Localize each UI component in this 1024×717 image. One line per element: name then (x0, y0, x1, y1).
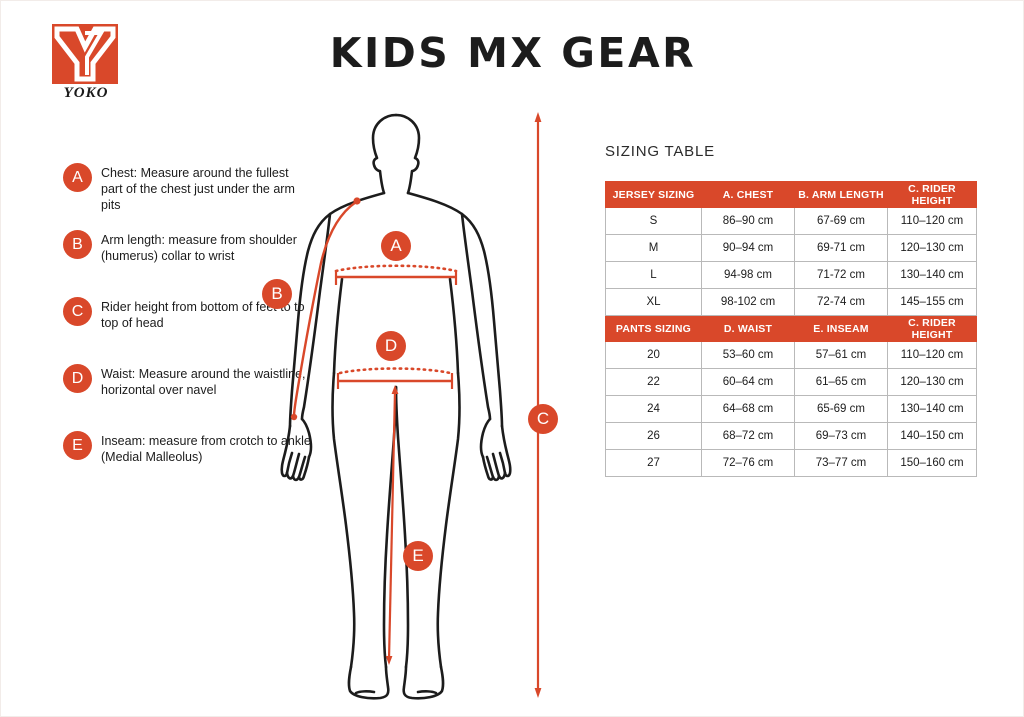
cell: 73–77 cm (794, 449, 888, 477)
cell: 98-102 cm (701, 288, 795, 316)
cell: 130–140 cm (887, 395, 977, 423)
human-silhouette (280, 113, 512, 700)
legend-badge-e: E (63, 431, 92, 460)
body-outline-svg (280, 112, 542, 700)
legend-item-e: E Inseam: measure from crotch to ankle (… (63, 431, 313, 483)
cell: 90–94 cm (701, 234, 795, 262)
table-row: S 86–90 cm 67-69 cm 110–120 cm (605, 207, 977, 235)
legend-badge-a: A (63, 163, 92, 192)
yoko-logo: YOKO (43, 23, 129, 105)
cell: 150–160 cm (887, 449, 977, 477)
pants-header-cell-2: E. INSEAM (794, 315, 888, 342)
legend-item-d: D Waist: Measure around the waistline, h… (63, 364, 313, 416)
cell: 68–72 cm (701, 422, 795, 450)
legend-item-a: A Chest: Measure around the fullest part… (63, 163, 313, 215)
jersey-header-cell-0: JERSEY SIZING (605, 181, 702, 208)
legend-badge-d: D (63, 364, 92, 393)
cell: 26 (605, 422, 702, 450)
cell: 65-69 cm (794, 395, 888, 423)
cell: 57–61 cm (794, 341, 888, 369)
jersey-header-row: JERSEY SIZING A. CHEST B. ARM LENGTH C. … (605, 181, 977, 208)
waist-measure-line (336, 367, 454, 389)
yoko-logo-mark (52, 24, 118, 84)
arm-length-measure-line (290, 197, 361, 421)
inseam-measure-line (385, 385, 399, 665)
pants-header-row: PANTS SIZING D. WAIST E. INSEAM C. RIDER… (605, 315, 977, 342)
table-row: 20 53–60 cm 57–61 cm 110–120 cm (605, 341, 977, 369)
figure-badge-b: B (262, 279, 292, 309)
cell: 22 (605, 368, 702, 396)
cell: 60–64 cm (701, 368, 795, 396)
figure-badge-e: E (403, 541, 433, 571)
cell: 120–130 cm (887, 368, 977, 396)
cell: 67-69 cm (794, 207, 888, 235)
yoko-wordmark: YOKO (63, 85, 109, 101)
cell: 72-74 cm (794, 288, 888, 316)
cell: 24 (605, 395, 702, 423)
legend-text-c: Rider height from bottom of feet to to t… (101, 300, 305, 330)
jersey-header-cell-1: A. CHEST (701, 181, 795, 208)
page-title: KIDS MX GEAR (329, 29, 697, 77)
jersey-header-cell-3: C. RIDER HEIGHT (887, 181, 977, 208)
table-row: L 94-98 cm 71-72 cm 130–140 cm (605, 261, 977, 289)
legend-badge-c: C (63, 297, 92, 326)
legend-badge-b: B (63, 230, 92, 259)
cell: 69-71 cm (794, 234, 888, 262)
cell: 53–60 cm (701, 341, 795, 369)
cell: M (605, 234, 702, 262)
legend-item-c: C Rider height from bottom of feet to to… (63, 297, 313, 349)
table-row: 27 72–76 cm 73–77 cm 150–160 cm (605, 449, 977, 477)
cell: 110–120 cm (887, 207, 977, 235)
figure-badge-d: D (376, 331, 406, 361)
cell: 71-72 cm (794, 261, 888, 289)
cell: 72–76 cm (701, 449, 795, 477)
figure-badge-a: A (381, 231, 411, 261)
cell: 20 (605, 341, 702, 369)
cell: 120–130 cm (887, 234, 977, 262)
sizing-table: JERSEY SIZING A. CHEST B. ARM LENGTH C. … (605, 181, 977, 477)
cell: 86–90 cm (701, 207, 795, 235)
jersey-header-cell-2: B. ARM LENGTH (794, 181, 888, 208)
legend-text-b: Arm length: measure from shoulder (humer… (101, 233, 297, 263)
cell: 140–150 cm (887, 422, 977, 450)
cell: 145–155 cm (887, 288, 977, 316)
legend-text-e: Inseam: measure from crotch to ankle (Me… (101, 434, 311, 464)
table-row: M 90–94 cm 69-71 cm 120–130 cm (605, 234, 977, 262)
measurement-legend: A Chest: Measure around the fullest part… (63, 163, 313, 498)
legend-item-b: B Arm length: measure from shoulder (hum… (63, 230, 313, 282)
sizing-table-label: SIZING TABLE (605, 143, 715, 160)
figure-badge-c: C (528, 404, 558, 434)
table-row: 26 68–72 cm 69–73 cm 140–150 cm (605, 422, 977, 450)
pants-header-cell-0: PANTS SIZING (605, 315, 702, 342)
pants-header-cell-3: C. RIDER HEIGHT (887, 315, 977, 342)
pants-header-cell-1: D. WAIST (701, 315, 795, 342)
legend-text-d: Waist: Measure around the waistline, hor… (101, 367, 306, 397)
legend-text-a: Chest: Measure around the fullest part o… (101, 166, 295, 212)
cell: XL (605, 288, 702, 316)
table-row: XL 98-102 cm 72-74 cm 145–155 cm (605, 288, 977, 316)
cell: 94-98 cm (701, 261, 795, 289)
cell: L (605, 261, 702, 289)
cell: 61–65 cm (794, 368, 888, 396)
cell: 69–73 cm (794, 422, 888, 450)
table-row: 24 64–68 cm 65-69 cm 130–140 cm (605, 395, 977, 423)
cell: 64–68 cm (701, 395, 795, 423)
cell: 110–120 cm (887, 341, 977, 369)
cell: 130–140 cm (887, 261, 977, 289)
chest-measure-line (334, 264, 458, 285)
cell: S (605, 207, 702, 235)
table-row: 22 60–64 cm 61–65 cm 120–130 cm (605, 368, 977, 396)
cell: 27 (605, 449, 702, 477)
body-figure: A B C D E (256, 101, 576, 711)
